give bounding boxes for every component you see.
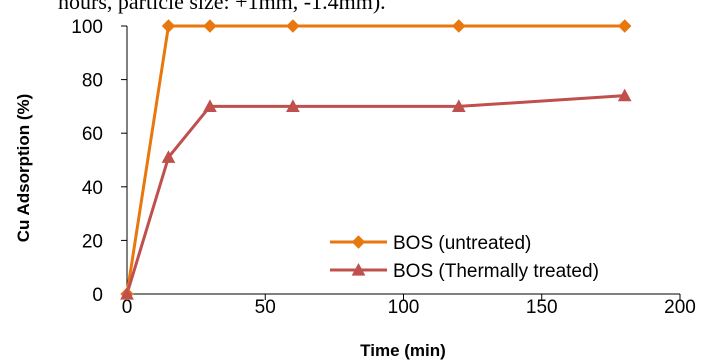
data-point-series-2 <box>161 150 176 163</box>
x-tick-label: 100 <box>388 297 420 318</box>
x-axis-title: Time (min) <box>360 341 446 360</box>
data-point-series-2 <box>617 88 632 102</box>
data-point-series-1 <box>161 19 176 33</box>
y-tick-label: 0 <box>92 285 103 306</box>
data-point-series-1 <box>286 19 300 33</box>
data-point-series-2 <box>203 99 217 112</box>
data-point-series-2 <box>451 99 466 112</box>
legend-marker-1 <box>351 235 366 249</box>
series-line-2 <box>125 94 625 295</box>
x-tick-label: 50 <box>255 297 276 318</box>
legend-label-2: BOS (Thermally treated) <box>393 261 599 282</box>
y-tick-label: 20 <box>82 231 103 252</box>
legend: BOS (untreated) BOS (Thermally treated) <box>330 233 599 282</box>
x-tick-label: 150 <box>526 297 558 318</box>
legend-label-1: BOS (untreated) <box>393 233 531 254</box>
y-tick-label: 80 <box>82 71 103 92</box>
y-tick-label: 40 <box>82 178 103 199</box>
y-axis-title: Cu Adsorption (%) <box>14 94 33 243</box>
caption-fragment: hours, particle size: +1mm, -1.4mm). <box>58 0 386 14</box>
legend-marker-2 <box>351 262 366 276</box>
data-point-series-1 <box>617 19 632 33</box>
y-tick-label: 60 <box>82 124 103 145</box>
data-point-series-1 <box>452 19 466 33</box>
x-tick-label: 200 <box>664 297 696 318</box>
data-point-series-2 <box>120 286 134 300</box>
series-line-1 <box>125 24 625 295</box>
plot-area: 0 20 40 60 80 100 0 50 100 150 200 <box>71 17 696 318</box>
data-point-series-1 <box>203 19 217 33</box>
x-tick-label: 0 <box>122 297 133 318</box>
y-tick-label: 100 <box>71 17 103 38</box>
data-point-series-2 <box>286 99 300 112</box>
